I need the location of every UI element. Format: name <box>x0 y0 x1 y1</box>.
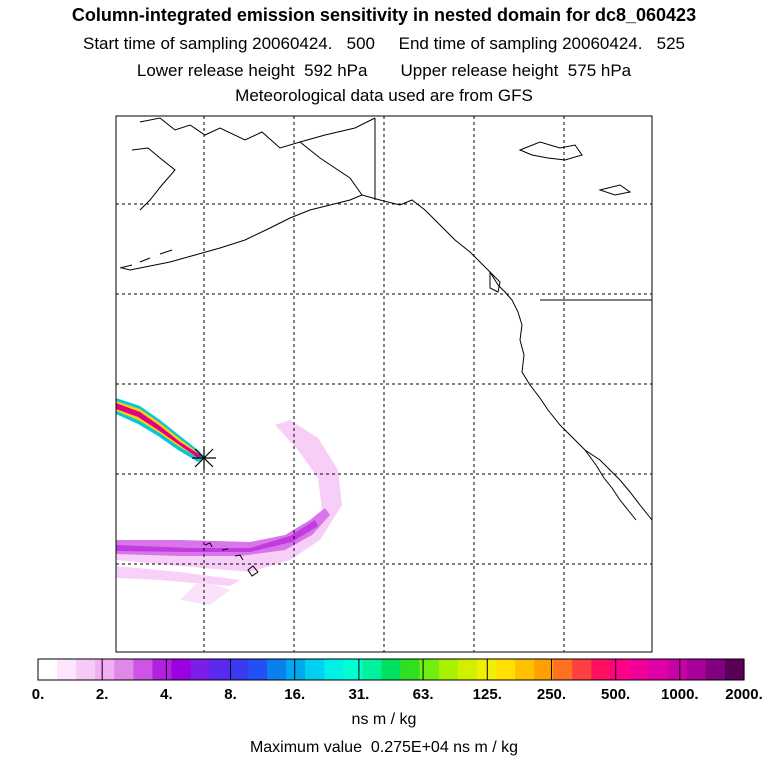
vancouver-island <box>489 270 501 293</box>
colorbar-cell <box>305 659 325 680</box>
colorbar-cell <box>591 659 612 680</box>
plume-medium-core <box>116 520 318 552</box>
colorbar-tick-label: 2. <box>95 686 109 703</box>
colorbar-tick-label: 31. <box>348 686 370 703</box>
colorbar-cell <box>572 659 592 680</box>
colorbar-cell <box>286 659 306 680</box>
plume-faint-south <box>116 566 240 586</box>
colorbar-cell <box>209 659 230 680</box>
colorbar-cell <box>228 659 249 680</box>
colorbar-tick-label: 63. <box>412 686 434 703</box>
aleutian-islands <box>119 249 173 269</box>
colorbar-cell <box>57 659 77 680</box>
lat-lon-grid <box>116 116 652 652</box>
colorbar-tick-label: 8. <box>224 686 237 703</box>
coastlines <box>119 117 652 577</box>
colorbar-cell <box>495 659 516 680</box>
colorbar-tick-label: 1000. <box>661 686 699 703</box>
alaska-peninsula <box>121 141 363 271</box>
colorbar-cell <box>400 659 421 680</box>
colorbar-cell <box>724 659 745 680</box>
colorbar-tick-label: 500. <box>601 686 631 703</box>
arctic-islands <box>518 141 632 196</box>
colorbar-cell <box>190 659 211 680</box>
colorbar-cell <box>133 659 154 680</box>
colorbar-cell <box>534 659 554 680</box>
gulf-of-alaska-coast <box>361 194 491 273</box>
colorbar-cell <box>419 659 440 680</box>
colorbar-cell <box>648 659 669 680</box>
sampling-time-info: Start time of sampling 20060424. 500 End… <box>83 34 685 53</box>
colorbar-units: ns m / kg <box>351 711 417 728</box>
colorbar-cell <box>152 659 173 680</box>
maximum-value: Maximum value 0.275E+04 ns m / kg <box>249 739 519 756</box>
plume-faint-band <box>116 420 342 572</box>
colorbar-cell <box>95 659 115 680</box>
colorbar-cell <box>686 659 707 680</box>
colorbar-tick-label: 16. <box>284 686 306 703</box>
colorbar-cell <box>705 659 726 680</box>
colorbar-tick-label: 2000. <box>725 686 763 703</box>
colorbar-cell <box>515 659 535 680</box>
colorbar-cell <box>457 659 478 680</box>
map-content <box>116 116 652 652</box>
colorbar-cell <box>667 659 688 680</box>
colorbar-cell <box>476 659 497 680</box>
asterisk-icon <box>192 446 216 470</box>
release-height-info: Lower release height 592 hPa Upper relea… <box>136 61 632 80</box>
map-frame <box>115 115 653 653</box>
arctic-coast <box>139 117 376 149</box>
colorbar-cell <box>629 659 650 680</box>
colorbar-tick-label: 4. <box>160 686 173 703</box>
colorbar-cell <box>343 659 363 680</box>
colorbar-cell <box>247 659 268 680</box>
colorbar-tick-label: 0. <box>31 686 45 703</box>
hawaii-islands <box>204 542 259 577</box>
plume-faint-tail <box>180 580 230 605</box>
colorbar-cell <box>362 659 383 680</box>
colorbar-cell <box>438 659 459 680</box>
colorbar-cell <box>38 659 58 680</box>
met-data-info: Meteorological data used are from GFS <box>235 86 533 105</box>
colorbar-cell <box>266 659 287 680</box>
colorbar-cell <box>114 659 135 680</box>
colorbar-tick-label: 250. <box>536 686 567 703</box>
colorbar-cell <box>171 659 192 680</box>
baja-coast <box>584 449 637 521</box>
canada-coast <box>489 271 652 521</box>
colorbar-cell <box>324 659 344 680</box>
colorbar-cell <box>76 659 96 680</box>
colorbar-cell <box>381 659 402 680</box>
plume-core <box>116 403 202 458</box>
colorbar-cell <box>553 659 573 680</box>
alaska-west-coast <box>131 147 176 211</box>
colorbar-cell <box>610 659 631 680</box>
colorbar-tick-label: 125. <box>472 686 502 703</box>
plot-title: Column-integrated emission sensitivity i… <box>71 5 697 25</box>
